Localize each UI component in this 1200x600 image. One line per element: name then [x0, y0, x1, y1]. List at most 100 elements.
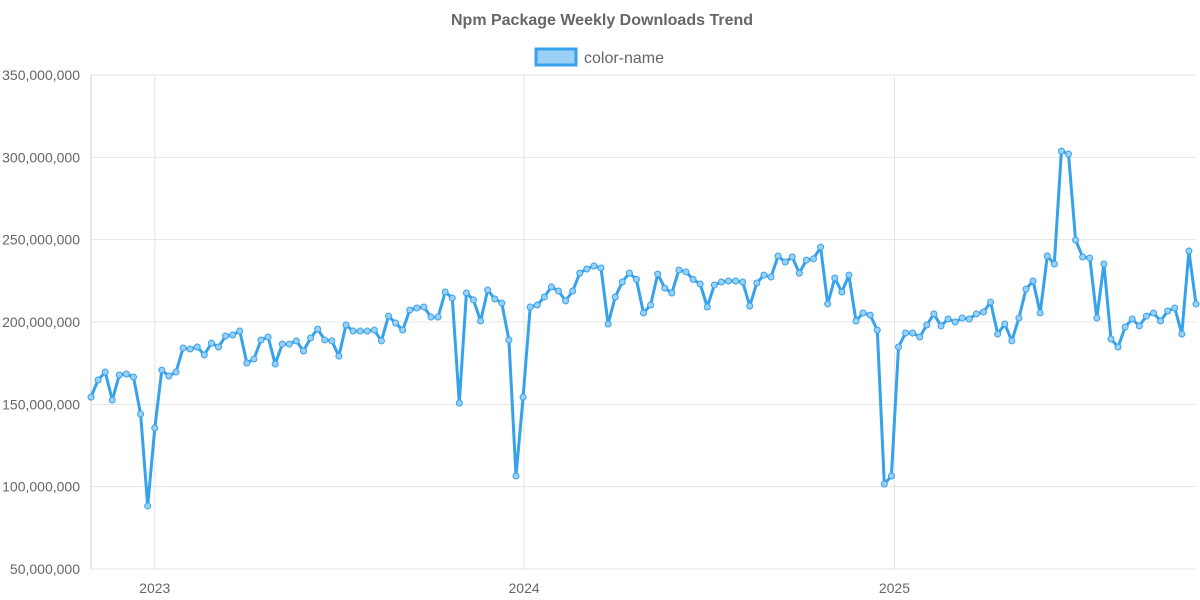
data-point[interactable]: [377, 337, 385, 345]
data-point[interactable]: [540, 293, 548, 301]
data-point[interactable]: [1164, 307, 1172, 315]
data-point[interactable]: [916, 333, 924, 341]
data-point[interactable]: [972, 310, 980, 318]
data-point[interactable]: [519, 393, 527, 401]
data-point[interactable]: [569, 287, 577, 295]
data-point[interactable]: [533, 301, 541, 309]
data-point[interactable]: [951, 318, 959, 326]
data-point[interactable]: [356, 327, 364, 335]
data-point[interactable]: [668, 289, 676, 297]
data-point[interactable]: [1192, 300, 1200, 308]
data-point[interactable]: [1029, 277, 1037, 285]
data-point[interactable]: [654, 270, 662, 278]
data-point[interactable]: [470, 296, 477, 304]
data-point[interactable]: [1008, 337, 1016, 345]
data-point[interactable]: [363, 327, 371, 335]
data-point[interactable]: [300, 347, 307, 355]
data-point[interactable]: [802, 256, 810, 264]
data-point[interactable]: [229, 331, 237, 339]
data-point[interactable]: [583, 265, 591, 273]
data-point[interactable]: [491, 295, 499, 303]
data-point[interactable]: [632, 275, 640, 283]
data-point[interactable]: [675, 266, 683, 274]
data-point[interactable]: [824, 300, 832, 308]
data-point[interactable]: [392, 319, 400, 327]
data-point[interactable]: [640, 309, 647, 317]
data-point[interactable]: [349, 327, 357, 335]
data-point[interactable]: [158, 366, 166, 374]
data-point[interactable]: [831, 274, 839, 282]
data-point[interactable]: [151, 424, 159, 432]
data-point[interactable]: [859, 309, 867, 317]
data-point[interactable]: [1135, 322, 1143, 330]
data-point[interactable]: [725, 277, 732, 285]
data-point[interactable]: [923, 321, 931, 329]
data-point[interactable]: [406, 306, 414, 314]
data-point[interactable]: [1100, 260, 1108, 268]
data-point[interactable]: [399, 326, 407, 334]
data-point[interactable]: [328, 337, 336, 345]
data-point[interactable]: [1171, 304, 1179, 312]
data-point[interactable]: [1086, 254, 1094, 262]
data-point[interactable]: [1022, 285, 1030, 293]
data-point[interactable]: [611, 293, 619, 301]
data-point[interactable]: [137, 410, 145, 418]
data-point[interactable]: [788, 253, 796, 261]
data-point[interactable]: [257, 336, 265, 344]
data-point[interactable]: [1107, 335, 1115, 343]
data-point[interactable]: [1036, 309, 1044, 317]
data-point[interactable]: [236, 327, 244, 335]
data-point[interactable]: [172, 368, 180, 376]
data-point[interactable]: [880, 480, 888, 488]
data-point[interactable]: [434, 313, 442, 321]
data-point[interactable]: [703, 303, 711, 311]
data-point[interactable]: [250, 355, 258, 363]
data-point[interactable]: [278, 340, 286, 348]
legend[interactable]: color-name: [534, 47, 664, 67]
data-point[interactable]: [94, 376, 102, 384]
data-point[interactable]: [760, 271, 768, 279]
data-point[interactable]: [647, 301, 655, 309]
data-point[interactable]: [108, 396, 116, 404]
data-point[interactable]: [682, 268, 690, 276]
data-point[interactable]: [696, 280, 704, 288]
data-point[interactable]: [505, 336, 513, 344]
data-point[interactable]: [555, 287, 562, 295]
data-point[interactable]: [370, 326, 378, 334]
data-point[interactable]: [448, 294, 456, 302]
data-point[interactable]: [795, 269, 803, 277]
data-point[interactable]: [965, 315, 973, 323]
data-point[interactable]: [625, 269, 633, 277]
data-point[interactable]: [767, 273, 775, 281]
data-point[interactable]: [987, 298, 995, 306]
data-point[interactable]: [1015, 314, 1023, 322]
data-point[interactable]: [895, 343, 902, 351]
data-point[interactable]: [455, 399, 463, 407]
data-point[interactable]: [909, 329, 917, 337]
data-point[interactable]: [661, 284, 669, 292]
data-point[interactable]: [314, 325, 322, 333]
data-point[interactable]: [179, 344, 187, 352]
data-point[interactable]: [873, 326, 881, 334]
data-point[interactable]: [420, 303, 428, 311]
data-point[interactable]: [810, 255, 817, 263]
data-point[interactable]: [342, 321, 350, 329]
data-point[interactable]: [732, 277, 740, 285]
data-point[interactable]: [193, 343, 201, 351]
data-point[interactable]: [902, 329, 910, 337]
data-point[interactable]: [264, 333, 272, 341]
data-point[interactable]: [1150, 309, 1157, 317]
data-point[interactable]: [385, 312, 392, 320]
data-point[interactable]: [1050, 260, 1058, 268]
data-point[interactable]: [1079, 253, 1087, 261]
data-point[interactable]: [441, 288, 449, 296]
data-point[interactable]: [562, 297, 570, 305]
data-point[interactable]: [1121, 323, 1129, 331]
data-point[interactable]: [526, 303, 534, 311]
data-point[interactable]: [115, 371, 123, 379]
data-point[interactable]: [930, 310, 938, 318]
data-point[interactable]: [994, 330, 1002, 338]
data-point[interactable]: [1114, 343, 1122, 351]
data-point[interactable]: [321, 336, 329, 344]
data-point[interactable]: [887, 472, 895, 480]
